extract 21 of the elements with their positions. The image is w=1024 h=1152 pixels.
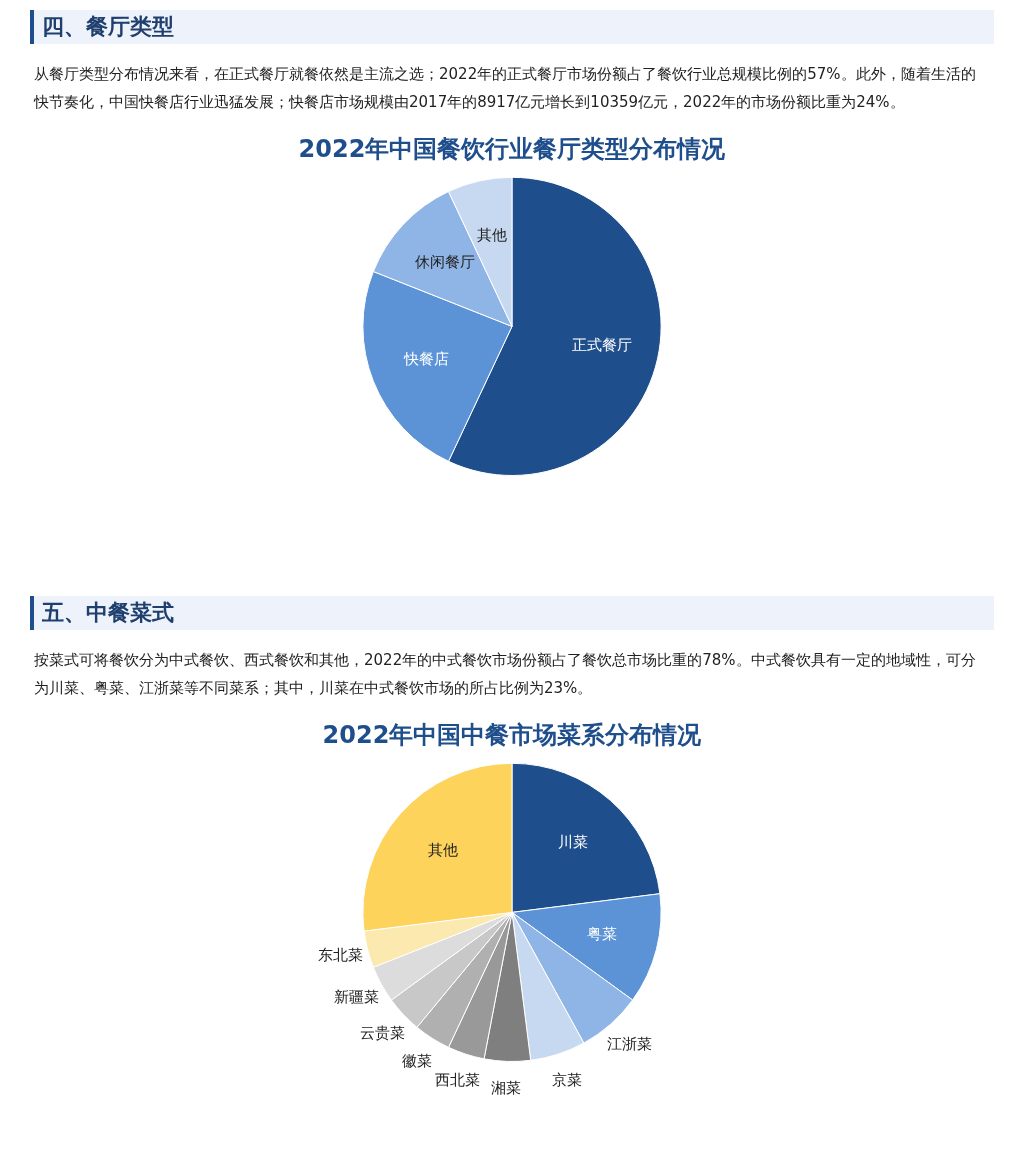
slice-label: 徽菜 bbox=[402, 1051, 433, 1070]
slice-label: 新疆菜 bbox=[334, 987, 380, 1006]
slice-label: 川菜 bbox=[558, 832, 589, 851]
text: 五、中餐菜式 bbox=[30, 596, 994, 630]
slice-label: 正式餐厅 bbox=[572, 336, 633, 355]
chart-title: 2022年中国餐饮行业餐厅类型分布情况 bbox=[298, 134, 727, 163]
slice-label: 其他 bbox=[427, 841, 458, 860]
slice-label: 其他 bbox=[476, 226, 507, 245]
text: 从餐厅类型分布情况来看，在正式餐厅就餐依然是主流之选；2022年的正式餐厅市场份额占了餐饮行业总规模比例的57%。此外，随着生活的快节奏化，中国快餐店行业迅猛发展；快餐店市场规模由2017年的8917亿元增长到10359亿元，2022年的市场份额比重为24%。 bbox=[34, 64, 977, 113]
slice-label: 快餐店 bbox=[402, 350, 449, 369]
slice-label: 云贵菜 bbox=[360, 1023, 406, 1042]
slice-label: 粤菜 bbox=[586, 925, 617, 944]
chart-title: 2022年中国中餐市场菜系分布情况 bbox=[322, 720, 703, 749]
text: 按菜式可将餐饮分为中式餐饮、西式餐饮和其他，2022年的中式餐饮市场份额占了餐饮总市场比重的78%。中式餐饮具有一定的地域性，可分为川菜、粤菜、江浙菜等不同菜系；其中，川菜在中式餐饮市场的所占比例为23%。 bbox=[34, 650, 977, 699]
slice-label: 江浙菜 bbox=[606, 1035, 652, 1054]
slice-label: 东北菜 bbox=[317, 946, 363, 965]
slice-label: 休闲餐厅 bbox=[414, 253, 475, 272]
slice-label: 京菜 bbox=[551, 1070, 582, 1089]
slice-label: 湘菜 bbox=[491, 1079, 522, 1098]
slice-label: 西北菜 bbox=[434, 1070, 480, 1089]
text: 四、餐厅类型 bbox=[30, 10, 994, 44]
